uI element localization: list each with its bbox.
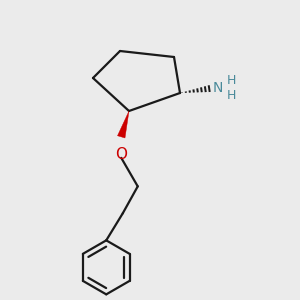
Text: N: N [213,81,223,95]
Text: H: H [227,74,236,87]
Text: H: H [227,89,236,102]
Polygon shape [118,111,129,138]
Text: O: O [115,147,127,162]
